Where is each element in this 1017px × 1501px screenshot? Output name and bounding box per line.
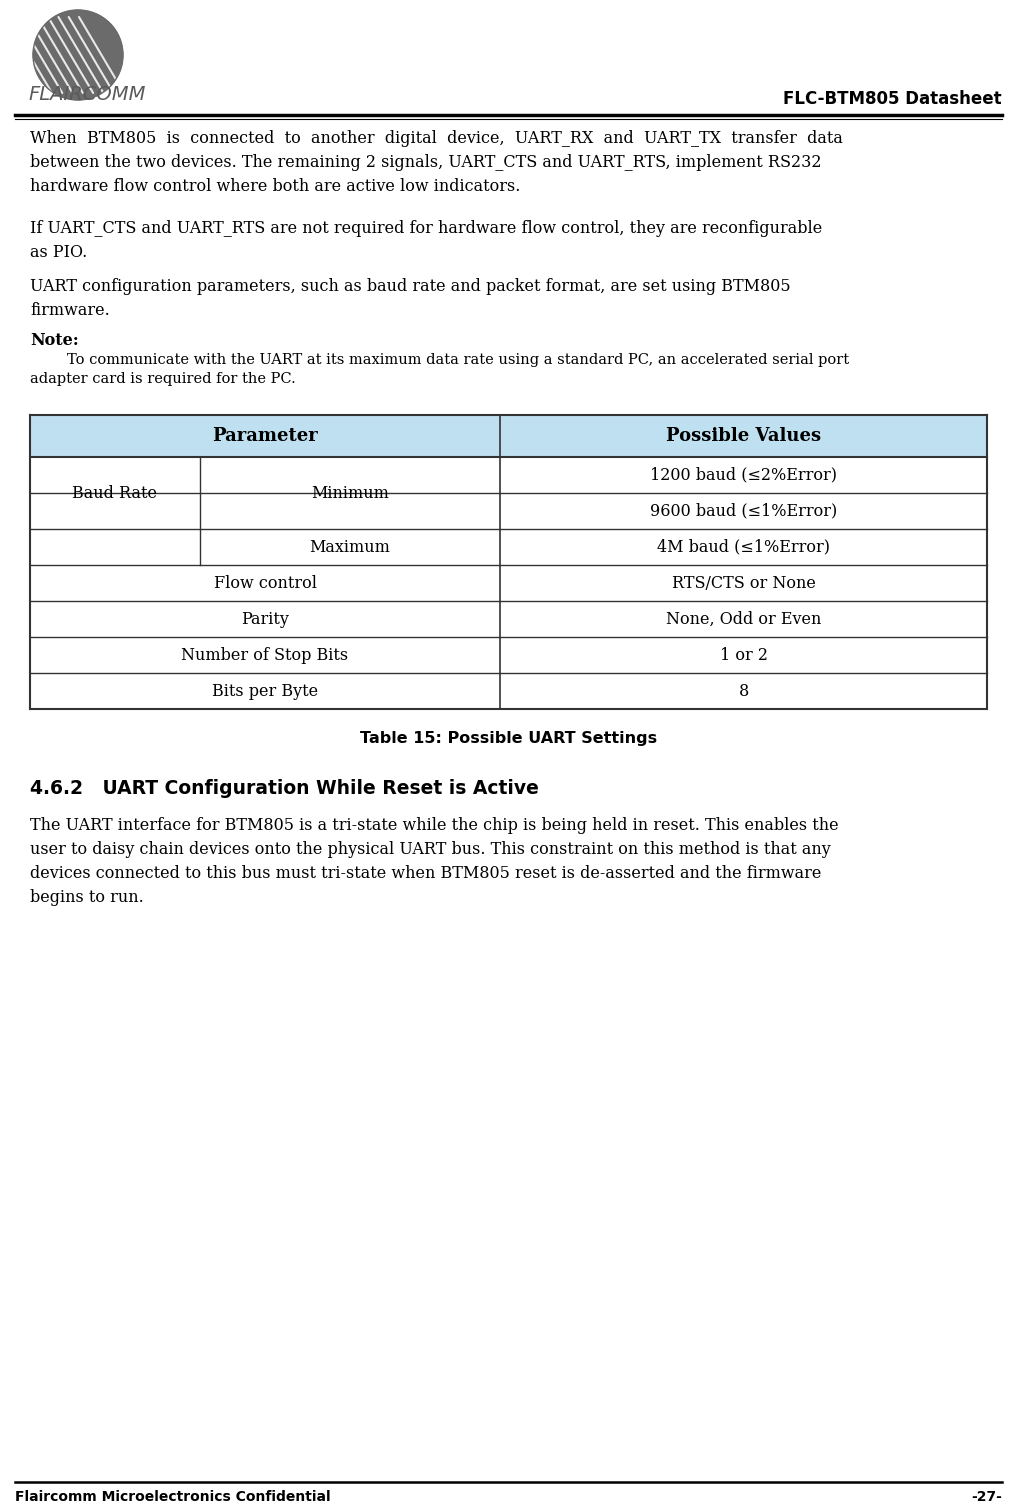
Bar (29, 414, 988, 456)
Text: Possible Values: Possible Values (666, 426, 821, 444)
Text: RTS/CTS or None: RTS/CTS or None (671, 575, 816, 591)
Text: -27-: -27- (971, 1490, 1002, 1501)
Text: Flaircomm Microelectronics Confidential: Flaircomm Microelectronics Confidential (15, 1490, 331, 1501)
Text: 4.6.2   UART Configuration While Reset is Active: 4.6.2 UART Configuration While Reset is … (29, 779, 539, 799)
Text: FLAIRCOMM: FLAIRCOMM (28, 86, 145, 104)
Text: The UART interface for BTM805 is a tri-state while the chip is being held in res: The UART interface for BTM805 is a tri-s… (29, 817, 839, 907)
Text: To communicate with the UART at its maximum data rate using a standard PC, an ac: To communicate with the UART at its maxi… (29, 353, 849, 386)
Text: When  BTM805  is  connected  to  another  digital  device,  UART_RX  and  UART_T: When BTM805 is connected to another digi… (29, 131, 843, 195)
Text: Parameter: Parameter (213, 426, 318, 444)
Text: Minimum: Minimum (311, 485, 388, 501)
Text: Bits per Byte: Bits per Byte (212, 683, 318, 699)
Text: UART configuration parameters, such as baud rate and packet format, are set usin: UART configuration parameters, such as b… (29, 278, 790, 320)
Text: Baud Rate: Baud Rate (72, 485, 158, 501)
Text: Flow control: Flow control (214, 575, 316, 591)
Text: Maximum: Maximum (309, 539, 391, 555)
Text: 1 or 2: 1 or 2 (719, 647, 768, 663)
Text: 8: 8 (738, 683, 749, 699)
Text: Note:: Note: (29, 332, 78, 350)
Text: None, Odd or Even: None, Odd or Even (666, 611, 821, 627)
Text: 4M baud (≤1%Error): 4M baud (≤1%Error) (657, 539, 830, 555)
Text: 9600 baud (≤1%Error): 9600 baud (≤1%Error) (650, 503, 837, 519)
Text: Number of Stop Bits: Number of Stop Bits (181, 647, 349, 663)
Text: If UART_CTS and UART_RTS are not required for hardware flow control, they are re: If UART_CTS and UART_RTS are not require… (29, 221, 823, 261)
Circle shape (33, 11, 123, 101)
Text: Parity: Parity (241, 611, 289, 627)
Text: Table 15: Possible UART Settings: Table 15: Possible UART Settings (360, 731, 657, 746)
Text: 1200 baud (≤2%Error): 1200 baud (≤2%Error) (650, 467, 837, 483)
Text: FLC-BTM805 Datasheet: FLC-BTM805 Datasheet (783, 90, 1002, 108)
